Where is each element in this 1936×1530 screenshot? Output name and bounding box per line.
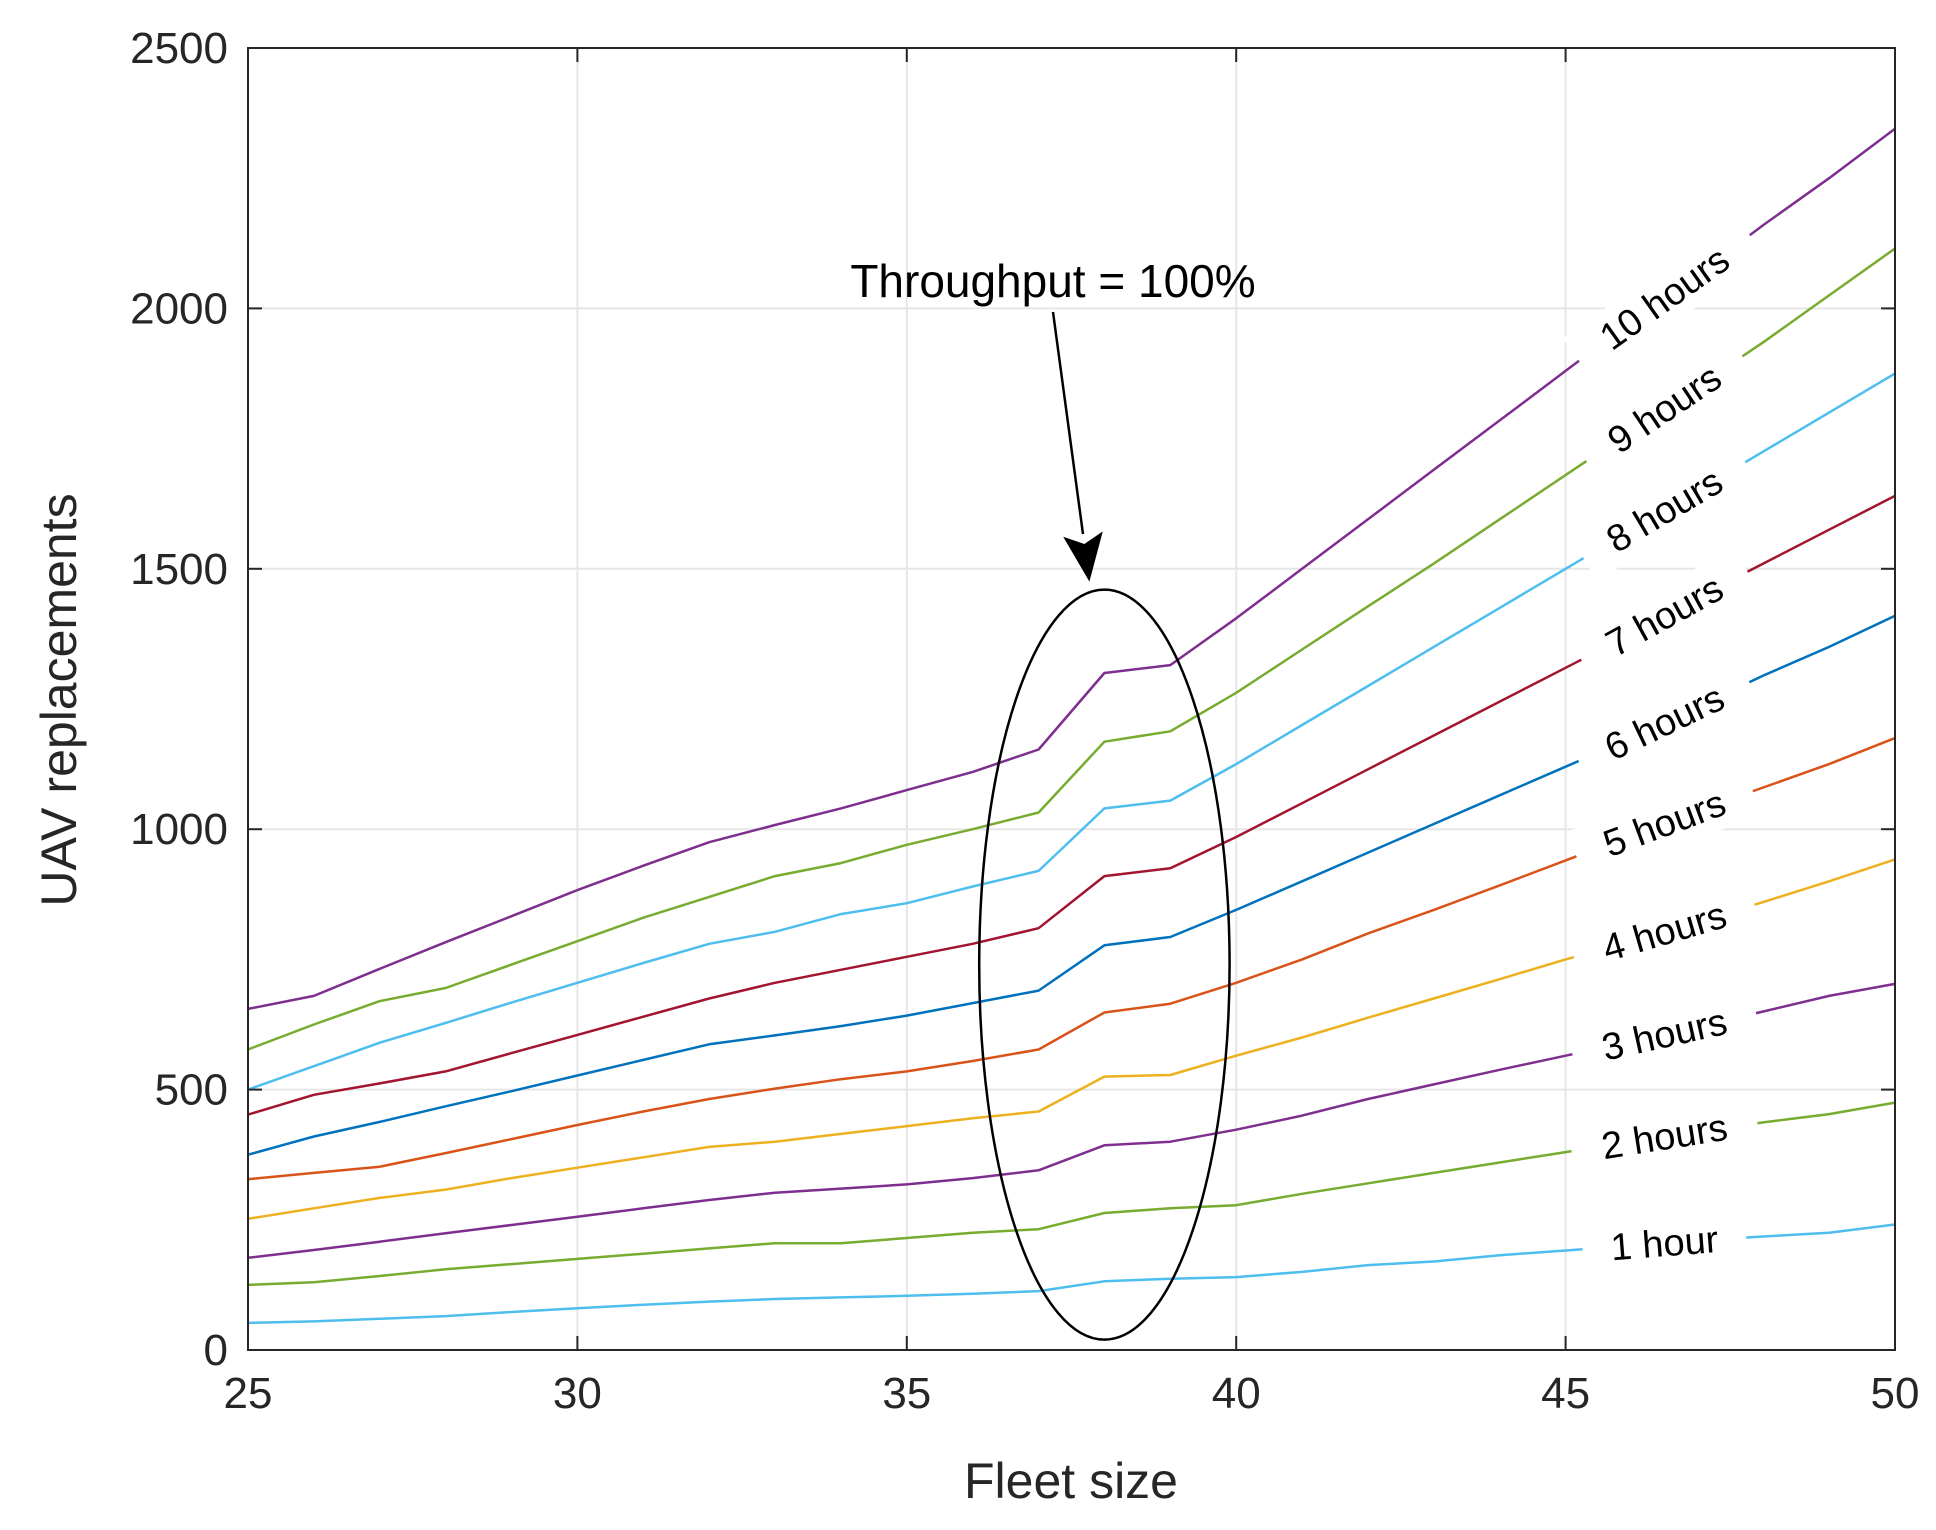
x-axis-title: Fleet size [964,1453,1178,1509]
line-label-group: 1 hour [1580,1210,1749,1276]
x-tick-label: 45 [1541,1369,1590,1418]
line-label-background [1571,334,1757,483]
y-tick-label: 500 [155,1066,228,1115]
line-label-background [1569,547,1760,684]
x-tick-label: 25 [224,1369,273,1418]
annotation-text: Throughput = 100% [850,255,1255,307]
y-tick-label: 1500 [130,545,228,594]
x-tick-label: 35 [882,1369,931,1418]
line-label-background [1580,1210,1749,1276]
annotation-ellipse [977,588,1231,1341]
plot-frame [247,47,1896,1351]
y-tick-label: 1000 [130,805,228,854]
y-tick-label: 2000 [130,284,228,333]
line-label-background [1568,658,1761,787]
y-tick-label: 2500 [130,24,228,73]
x-tick-label: 50 [1871,1369,1920,1418]
line-label-background [1566,880,1762,983]
x-tick-label: 40 [1212,1369,1261,1418]
annotation: Throughput = 100% [850,255,1256,1341]
annotation-arrow-line [1051,311,1085,535]
y-axis-title: UAV replacements [31,493,87,906]
line-label-background [1567,988,1762,1081]
y-tick-label: 0 [204,1326,228,1375]
line-label-background [1562,215,1766,381]
line-label: 1 hour [1609,1219,1720,1269]
x-tick-label: 30 [553,1369,602,1418]
line-label-background [1570,439,1759,581]
line-label-background [1567,1096,1762,1177]
line-label-background [1567,766,1762,881]
annotation-arrow-head [1063,531,1103,582]
